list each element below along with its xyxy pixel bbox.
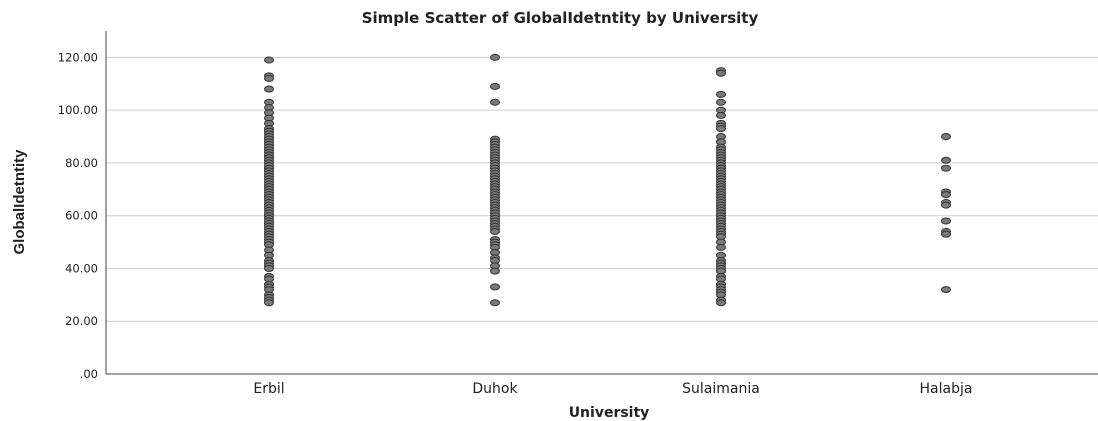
data-point-halabja	[941, 230, 951, 238]
data-point-halabja	[941, 164, 951, 172]
data-point-duhok	[490, 228, 500, 236]
data-point-erbil	[264, 264, 274, 272]
x-tick-label: Sulaimania	[682, 381, 760, 397]
data-point-halabja	[941, 217, 951, 225]
y-tick-label: 20.00	[65, 314, 98, 328]
data-point-duhok	[490, 283, 500, 291]
data-point-sulaimania	[716, 111, 726, 119]
data-points	[264, 53, 951, 307]
x-tick-labels: Erbil Duhok Sulaimania Halabja	[253, 381, 972, 397]
data-point-sulaimania	[716, 299, 726, 307]
data-point-halabja	[941, 156, 951, 164]
data-point-halabja	[941, 133, 951, 141]
y-tick-label: .00	[80, 367, 98, 381]
y-tick-label: 40.00	[65, 261, 98, 275]
data-point-erbil	[264, 299, 274, 307]
data-point-erbil	[264, 85, 274, 93]
y-tick-label: 60.00	[65, 209, 98, 223]
data-point-sulaimania	[716, 125, 726, 133]
data-point-duhok	[490, 53, 500, 61]
data-point-erbil	[264, 56, 274, 64]
data-point-erbil	[264, 74, 274, 82]
chart-title: Simple Scatter of GlobalIdetntity by Uni…	[362, 9, 759, 27]
y-axis-label: GlobalIdetntity	[11, 149, 28, 255]
axis-layer	[105, 31, 1098, 375]
data-point-duhok	[490, 299, 500, 307]
data-point-sulaimania	[716, 98, 726, 106]
x-tick-label: Duhok	[472, 381, 518, 397]
x-tick-label: Erbil	[253, 381, 284, 397]
data-point-duhok	[490, 267, 500, 275]
data-point-sulaimania	[716, 243, 726, 251]
data-point-halabja	[941, 201, 951, 209]
y-tick-labels: .00 20.00 40.00 60.00 80.00 100.00 120.00	[58, 50, 98, 381]
data-point-duhok	[490, 98, 500, 106]
data-point-halabja	[941, 191, 951, 199]
x-tick-label: Halabja	[920, 381, 973, 397]
data-point-halabja	[941, 286, 951, 294]
y-tick-label: 100.00	[58, 103, 98, 117]
y-tick-label: 120.00	[58, 50, 98, 64]
y-tick-label: 80.00	[65, 156, 98, 170]
x-axis-label: University	[569, 405, 650, 421]
data-point-duhok	[490, 82, 500, 90]
data-point-sulaimania	[716, 69, 726, 77]
data-point-sulaimania	[716, 90, 726, 98]
